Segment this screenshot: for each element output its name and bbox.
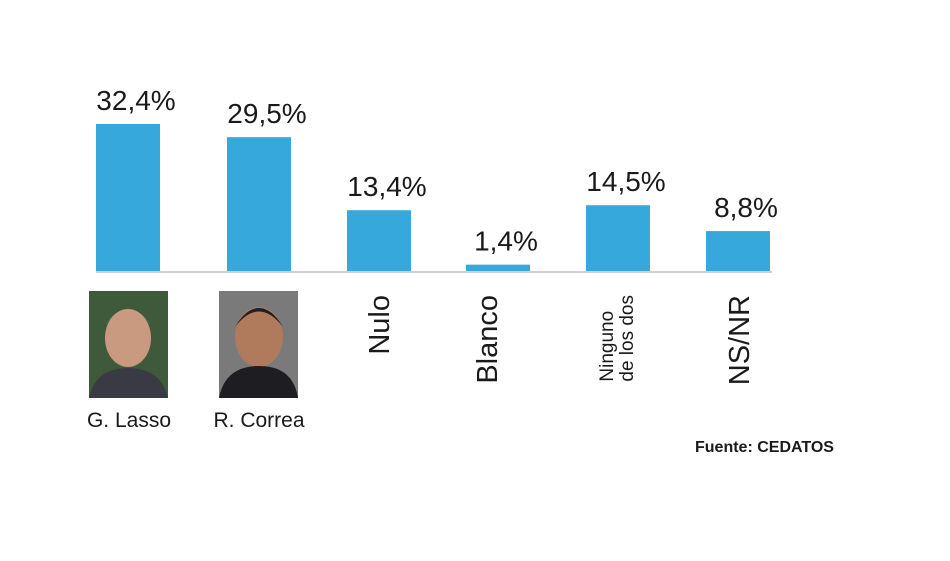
value-label: 8,8% <box>714 192 778 223</box>
bar <box>227 137 291 271</box>
bar <box>586 205 650 271</box>
bar <box>706 231 770 271</box>
photo-correa <box>219 291 298 398</box>
value-label: 1,4% <box>474 226 538 257</box>
value-label: 14,5% <box>586 166 665 197</box>
value-label: 13,4% <box>347 171 426 202</box>
bar <box>466 264 530 271</box>
category-label: NS/NR <box>723 295 756 386</box>
photo-lasso <box>89 291 168 398</box>
category-label: Blanco <box>471 295 504 384</box>
bar <box>96 124 160 271</box>
source-note: Fuente: CEDATOS <box>695 439 834 456</box>
value-label: 32,4% <box>96 85 175 116</box>
category-label: G. Lasso <box>86 409 172 432</box>
category-label: R. Correa <box>213 409 305 432</box>
bar <box>347 210 411 271</box>
category-label: Nulo <box>363 295 396 355</box>
value-label: 29,5% <box>227 98 306 129</box>
category-label: Ninguno de los dos <box>597 295 638 382</box>
